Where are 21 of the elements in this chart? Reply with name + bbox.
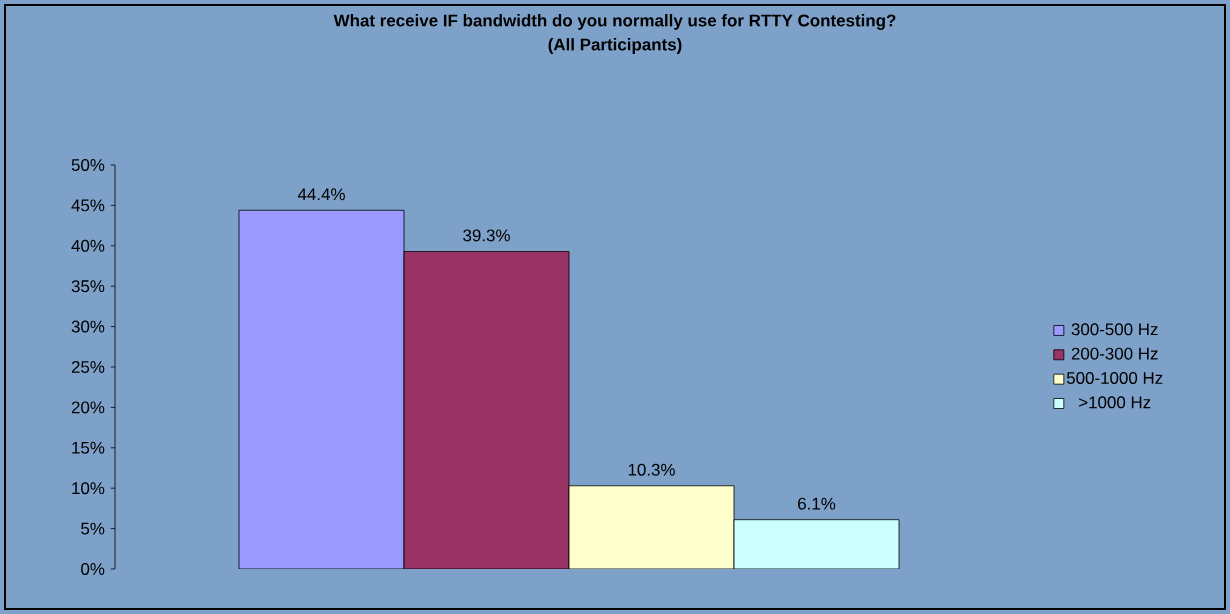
chart-title: What receive IF bandwidth do you normally use for RTTY Contesting? [333,14,896,30]
y-tick-label: 25% [71,360,105,373]
legend-label: 500-1000 Hz [1066,371,1163,384]
chart-subtitle: (All Participants) [548,38,682,54]
y-tick-label: 30% [71,320,105,333]
data-label: 44.4% [297,188,345,201]
y-tick-label: 0% [81,562,105,575]
legend-label: 300-500 Hz [1071,323,1158,336]
y-tick-label: 50% [71,158,105,171]
legend-label: >1000 Hz [1079,396,1151,409]
y-tick-label: 15% [72,441,105,454]
y-tick-label: 20% [71,401,105,414]
y-tick-label: 40% [71,239,105,252]
y-tick-label: 10% [72,482,105,495]
data-label: 6.1% [798,497,836,510]
legend-label: 200-300 Hz [1071,347,1158,360]
y-tick-label: 45% [71,199,105,212]
y-tick-label: 35% [71,280,105,293]
data-label: 10.3% [628,463,675,476]
y-tick-label: 5% [81,522,105,535]
data-label: 39.3% [463,229,510,242]
